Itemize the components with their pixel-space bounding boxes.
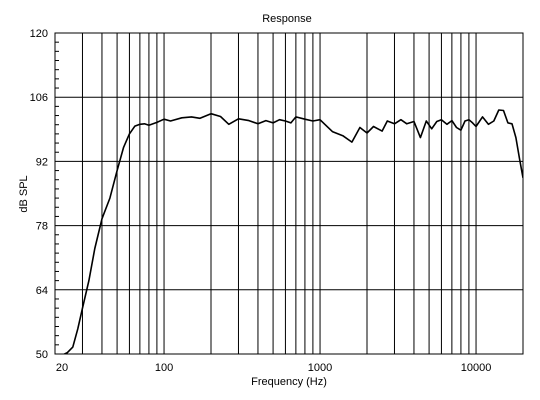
- y-tick-labels: 50 64 78 92 106 120: [30, 28, 48, 361]
- horizontal-grid-lines: [55, 96, 523, 291]
- y-axis-title: dB SPL: [18, 175, 30, 212]
- x-axis-title: Frequency (Hz): [251, 376, 327, 388]
- y-tick-label: 78: [36, 221, 48, 233]
- y-tick-label: 92: [36, 156, 48, 168]
- y-tick-label: 106: [30, 92, 48, 104]
- x-tick-labels: 20 100 1000 10000: [56, 362, 491, 374]
- vertical-grid-lines: [81, 33, 477, 354]
- response-curve: [62, 109, 523, 354]
- y-minor-ticks: [55, 41, 59, 346]
- x-tick-label: 20: [56, 362, 68, 374]
- y-tick-label: 120: [30, 28, 48, 40]
- chart-title: Response: [262, 13, 312, 25]
- x-tick-label: 10000: [461, 362, 492, 374]
- y-tick-label: 64: [36, 285, 48, 297]
- y-tick-label: 50: [36, 349, 48, 361]
- x-tick-label: 1000: [308, 362, 332, 374]
- plot-frame: [54, 32, 524, 355]
- x-tick-label: 100: [155, 362, 173, 374]
